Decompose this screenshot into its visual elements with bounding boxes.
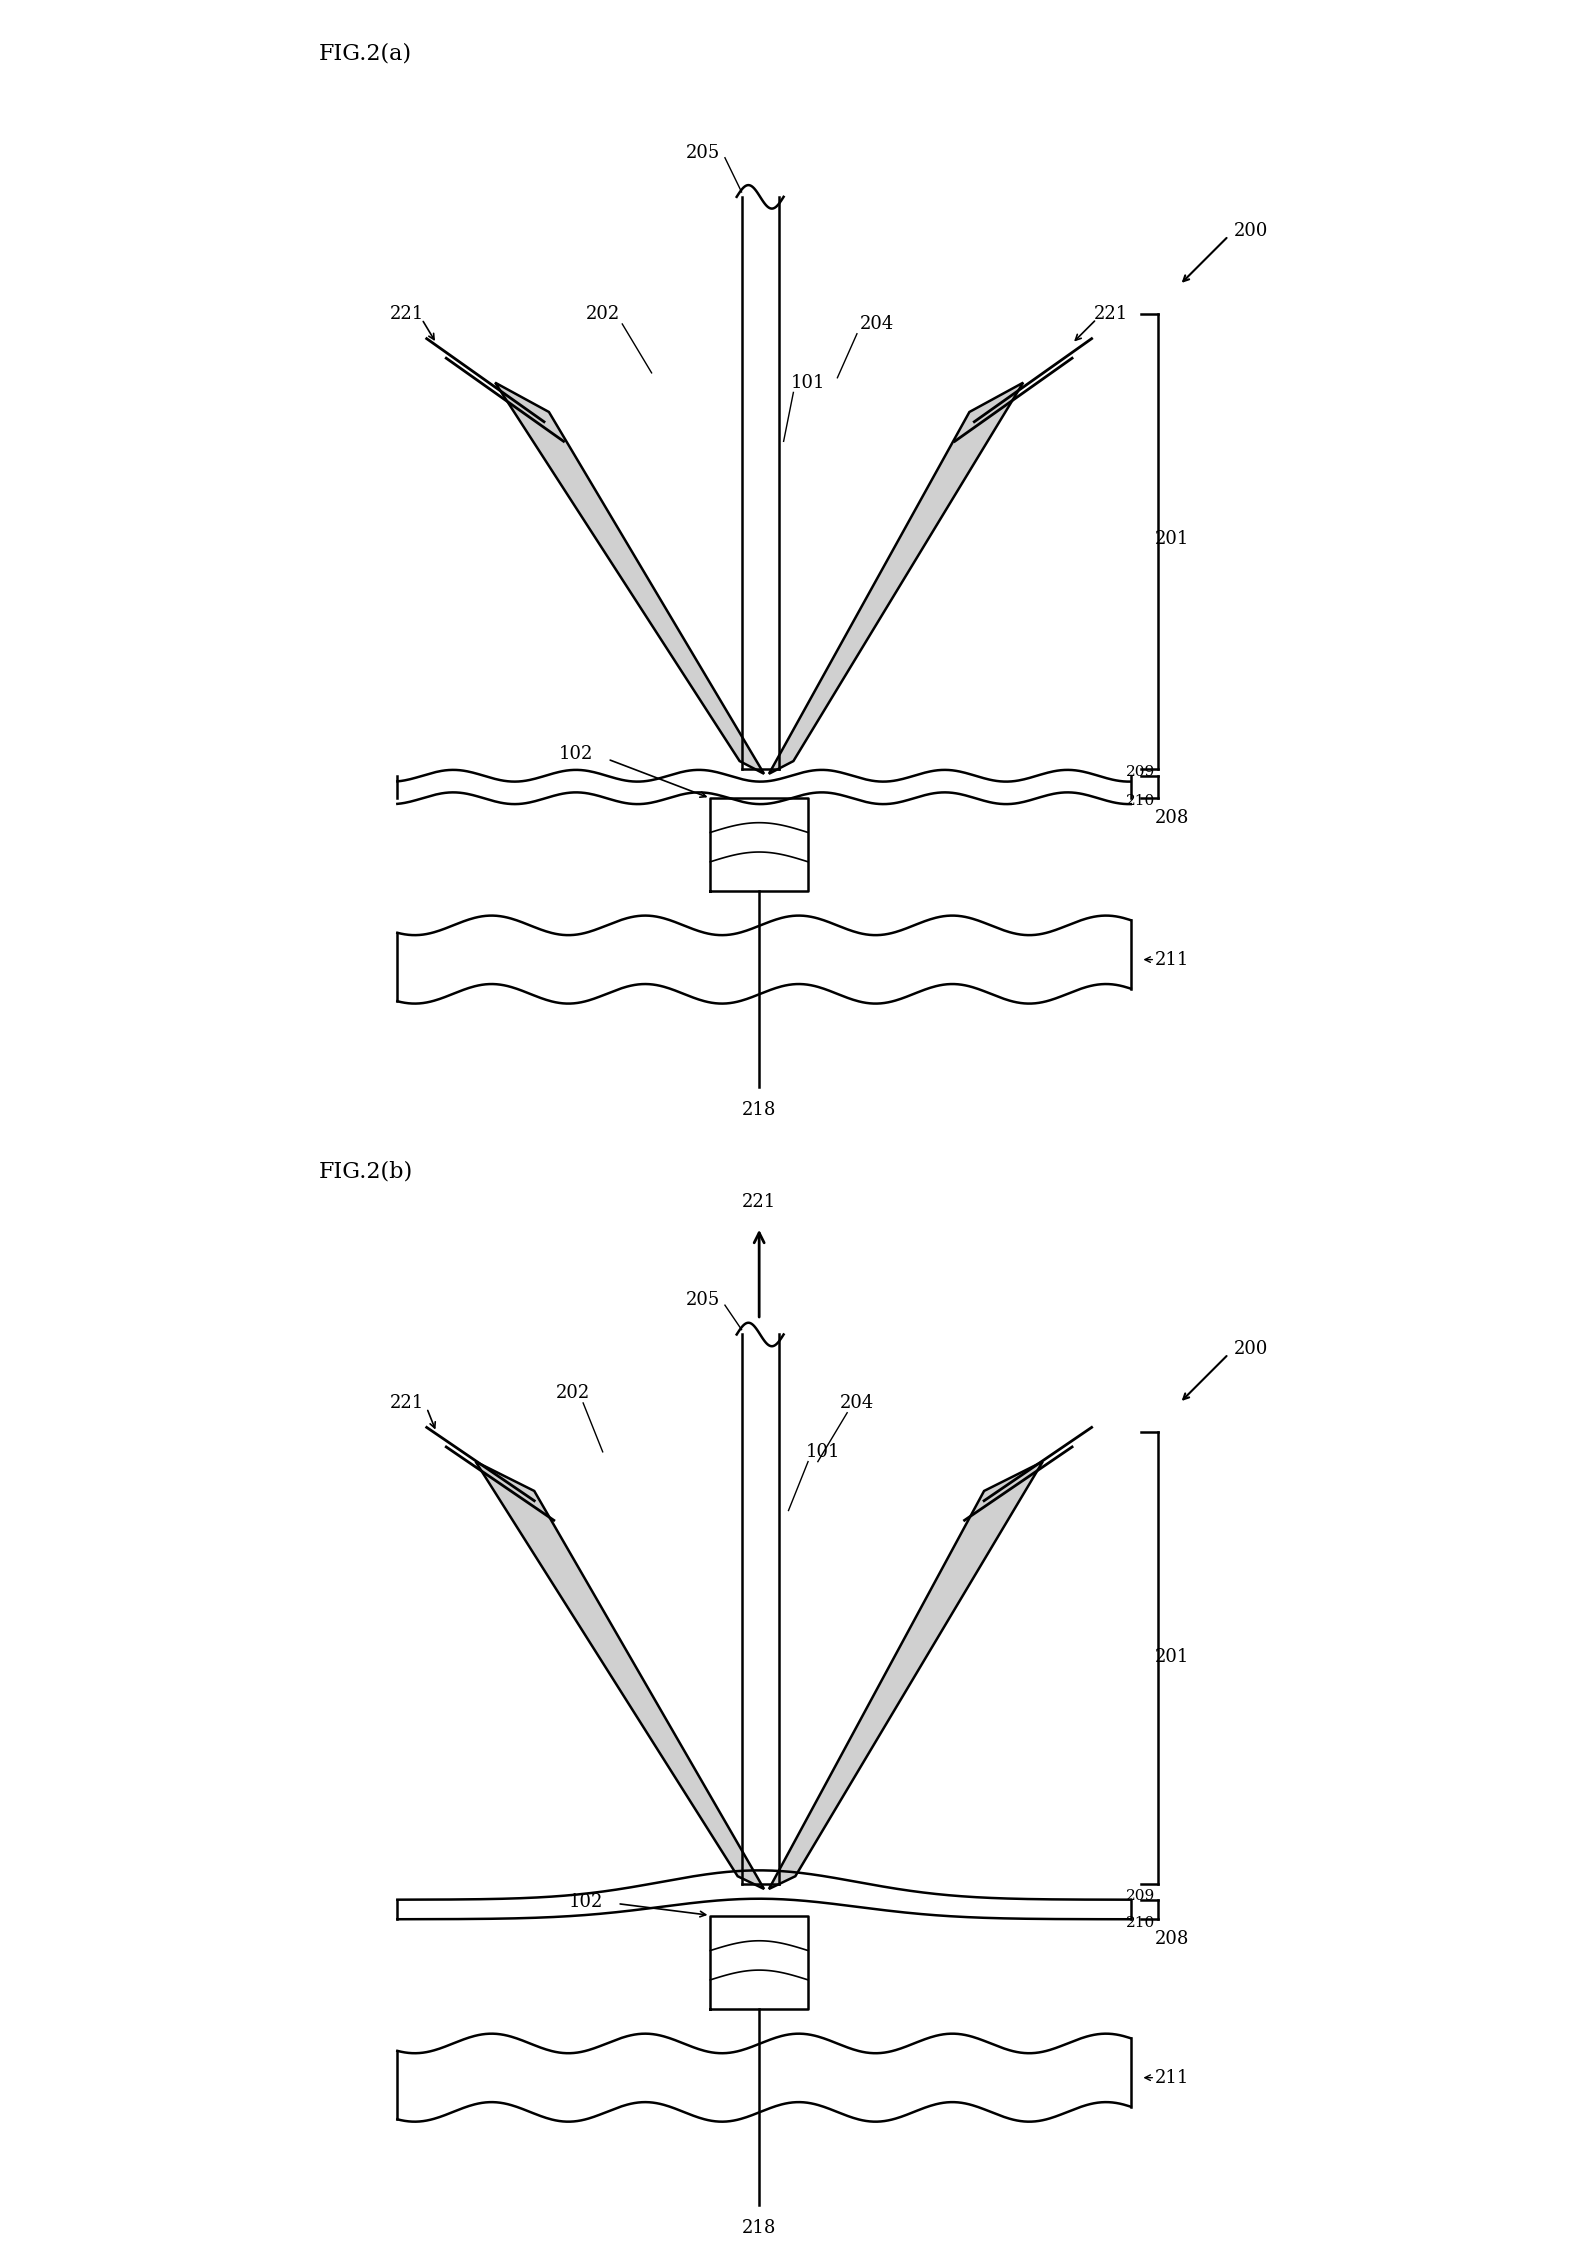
Polygon shape: [495, 384, 763, 774]
Text: 101: 101: [806, 1442, 841, 1460]
Polygon shape: [770, 1463, 1042, 1889]
Text: 102: 102: [568, 1894, 602, 1912]
Text: FIG.2(a): FIG.2(a): [319, 43, 412, 65]
Text: 201: 201: [1156, 1648, 1189, 1666]
Text: 202: 202: [585, 305, 620, 323]
Text: 205: 205: [686, 1291, 721, 1309]
Text: FIG.2(b): FIG.2(b): [319, 1160, 413, 1183]
Text: 205: 205: [686, 144, 721, 163]
Text: 209: 209: [1126, 1889, 1154, 1903]
Text: 102: 102: [558, 745, 593, 763]
Text: 208: 208: [1156, 808, 1189, 826]
Text: 101: 101: [790, 375, 825, 393]
Text: 202: 202: [557, 1384, 590, 1402]
Text: 218: 218: [741, 1101, 776, 1119]
Text: 221: 221: [390, 305, 424, 323]
Text: 210: 210: [1126, 794, 1154, 808]
Text: 221: 221: [743, 1194, 776, 1212]
Text: 200: 200: [1233, 1341, 1268, 1359]
Text: 204: 204: [841, 1395, 874, 1413]
Text: 211: 211: [1156, 2070, 1189, 2088]
Polygon shape: [476, 1463, 763, 1889]
Text: 218: 218: [741, 2219, 776, 2237]
Text: 221: 221: [390, 1395, 424, 1413]
Text: 221: 221: [1094, 305, 1128, 323]
Text: 204: 204: [859, 316, 894, 334]
Polygon shape: [770, 384, 1023, 774]
Text: 209: 209: [1126, 765, 1154, 779]
Text: 210: 210: [1126, 1916, 1154, 1930]
Text: 201: 201: [1156, 530, 1189, 548]
Text: 208: 208: [1156, 1930, 1189, 1948]
Text: 200: 200: [1233, 221, 1268, 239]
Text: 211: 211: [1156, 950, 1189, 968]
